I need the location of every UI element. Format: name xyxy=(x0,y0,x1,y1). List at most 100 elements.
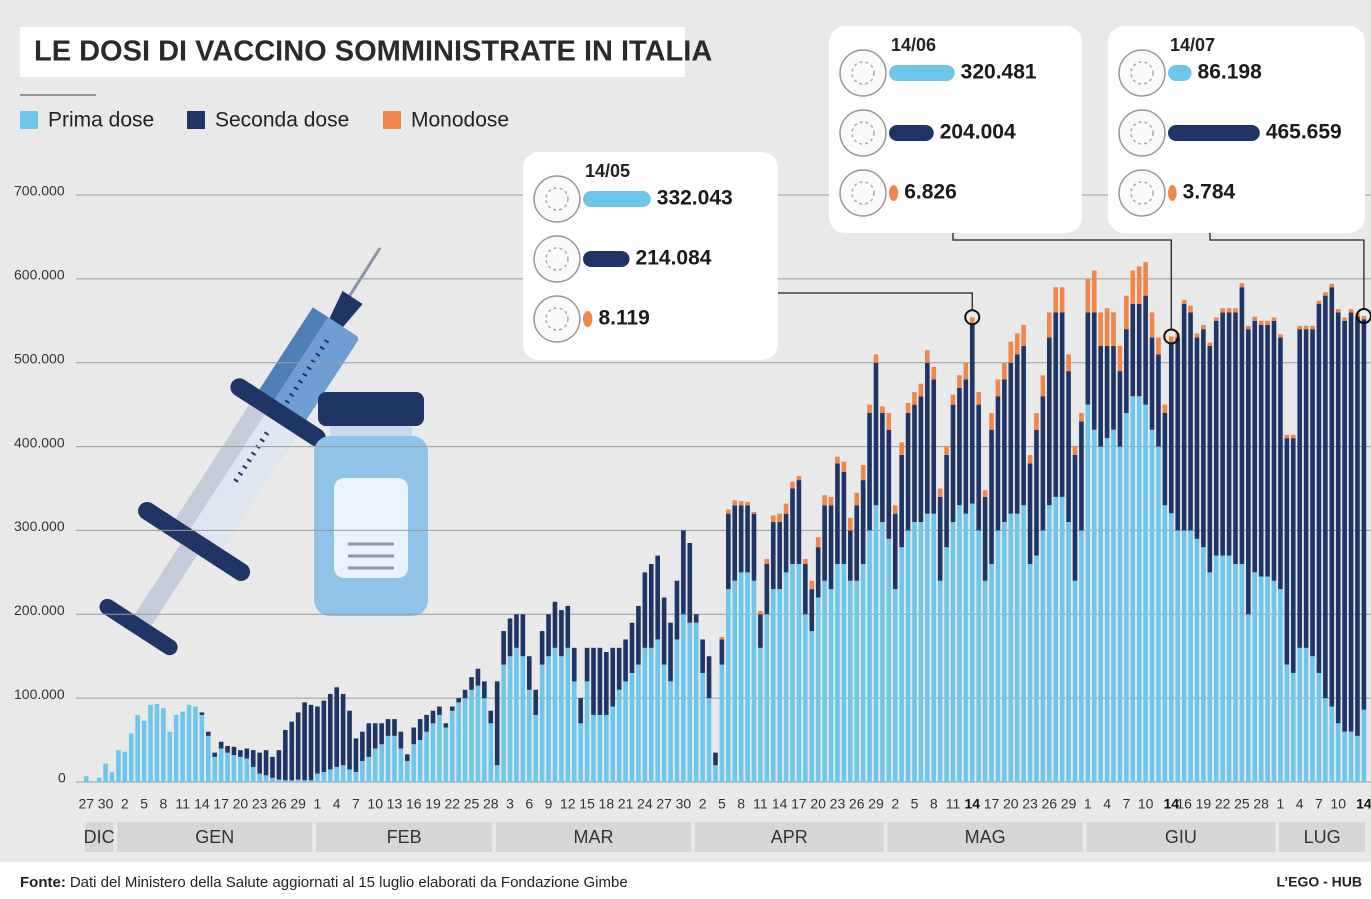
bar-segment xyxy=(681,530,686,615)
callout-value: 3.784 xyxy=(1183,181,1236,204)
bar-segment xyxy=(616,689,622,782)
bar-segment xyxy=(1066,371,1071,523)
bar-segment xyxy=(559,656,564,782)
callout-icon xyxy=(533,235,581,283)
callout-icon xyxy=(839,49,887,97)
bar-segment xyxy=(405,754,410,762)
bar-segment xyxy=(141,720,147,782)
bar-segment xyxy=(738,572,744,782)
bar-segment xyxy=(437,706,442,715)
bar-segment xyxy=(982,490,988,497)
bar-segment xyxy=(1220,312,1225,556)
bar-segment xyxy=(1175,530,1181,782)
bar-segment xyxy=(1047,505,1052,782)
bar-segment xyxy=(1091,312,1097,430)
month-band xyxy=(495,822,692,852)
bar-segment xyxy=(1316,300,1322,305)
bar-segment xyxy=(1162,413,1168,506)
x-tick-label: 1 xyxy=(1277,796,1285,812)
callout-value: 465.659 xyxy=(1266,121,1342,144)
bar-segment xyxy=(1111,345,1116,430)
x-tick-label: 15 xyxy=(579,796,595,812)
x-tick-label: 19 xyxy=(425,796,441,812)
callout-bar xyxy=(889,65,955,81)
bar-segment xyxy=(231,755,237,782)
bar-segment xyxy=(822,495,827,506)
bar-segment xyxy=(295,712,301,780)
bar-segment xyxy=(334,766,340,782)
bar-segment xyxy=(1079,421,1084,531)
x-tick-label: 8 xyxy=(159,796,167,812)
bar-segment xyxy=(135,714,140,782)
bar-segment xyxy=(1233,308,1238,313)
bar-segment xyxy=(957,375,962,388)
bar-segment xyxy=(1085,404,1091,782)
bar-segment xyxy=(604,652,609,715)
month-band xyxy=(694,822,884,852)
bar-segment xyxy=(989,413,994,430)
footer-band xyxy=(0,862,1371,899)
bar-segment xyxy=(1335,723,1341,782)
bar-segment xyxy=(1342,317,1347,321)
bar-segment xyxy=(186,704,192,782)
bar-segment xyxy=(411,727,417,745)
bar-segment xyxy=(770,522,776,590)
bar-segment xyxy=(321,771,327,782)
bar-segment xyxy=(494,765,500,782)
callout-icon-inner xyxy=(1130,121,1154,145)
bar-segment xyxy=(1271,317,1277,321)
bar-segment xyxy=(1085,278,1091,313)
bar-segment xyxy=(623,681,628,782)
x-tick-label: 7 xyxy=(1315,796,1323,812)
bar-segment xyxy=(1284,434,1290,439)
bar-segment xyxy=(1265,324,1270,577)
y-tick-label: 200.000 xyxy=(14,602,65,618)
month-band xyxy=(1086,822,1276,852)
bar-segment xyxy=(1002,522,1007,782)
bar-segment xyxy=(347,769,352,782)
bar-segment xyxy=(1239,283,1245,288)
bar-segment xyxy=(437,714,442,782)
bar-segment xyxy=(1072,580,1078,782)
bar-segment xyxy=(385,719,391,736)
bar-segment xyxy=(526,689,532,782)
bar-segment xyxy=(128,733,134,782)
bar-segment xyxy=(1034,429,1039,556)
bar-segment xyxy=(366,723,372,757)
title-box xyxy=(20,27,685,77)
bar-segment xyxy=(963,379,969,514)
bar-segment xyxy=(1252,572,1258,782)
y-tick-label: 700.000 xyxy=(14,183,65,199)
bar-segment xyxy=(392,719,397,736)
callout-value: 204.004 xyxy=(940,121,1016,144)
bar-segment xyxy=(96,777,102,782)
month-label: APR xyxy=(771,827,808,847)
bar-segment xyxy=(205,731,211,736)
bar-segment xyxy=(726,513,731,590)
bar-segment xyxy=(443,727,449,782)
bar-segment xyxy=(321,700,327,772)
x-tick-label: 20 xyxy=(1003,796,1019,812)
bar-segment xyxy=(1156,446,1161,782)
bar-segment xyxy=(1027,463,1033,564)
bar-segment xyxy=(790,563,795,782)
bar-segment xyxy=(571,681,577,782)
bar-segment xyxy=(976,404,982,531)
x-tick-label: 29 xyxy=(1061,796,1077,812)
bar-segment xyxy=(1014,333,1020,355)
bar-segment xyxy=(1246,329,1251,615)
bar-segment xyxy=(1149,429,1155,782)
callout-icon xyxy=(533,295,581,343)
bar-segment xyxy=(648,647,654,782)
bar-segment xyxy=(950,522,956,782)
bar-segment xyxy=(1136,266,1142,305)
callout-icon-inner xyxy=(545,187,569,211)
source-text: Dati del Ministero della Salute aggiorna… xyxy=(70,874,628,891)
bar-segment xyxy=(443,723,449,728)
bar-segment xyxy=(1143,404,1148,782)
bar-segment xyxy=(1014,513,1020,782)
bar-segment xyxy=(989,429,994,564)
bar-segment xyxy=(700,672,705,782)
bar-segment xyxy=(1303,647,1309,782)
x-tick-label: 16 xyxy=(1176,796,1192,812)
